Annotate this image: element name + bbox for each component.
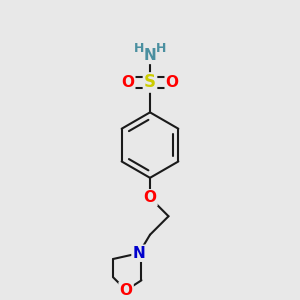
Text: N: N <box>133 246 145 261</box>
Text: H: H <box>156 42 166 55</box>
Text: H: H <box>134 42 144 55</box>
Text: O: O <box>166 75 179 90</box>
Text: O: O <box>121 75 134 90</box>
Text: O: O <box>120 283 133 298</box>
Text: O: O <box>143 190 157 205</box>
Text: N: N <box>144 48 156 63</box>
Text: S: S <box>144 74 156 92</box>
